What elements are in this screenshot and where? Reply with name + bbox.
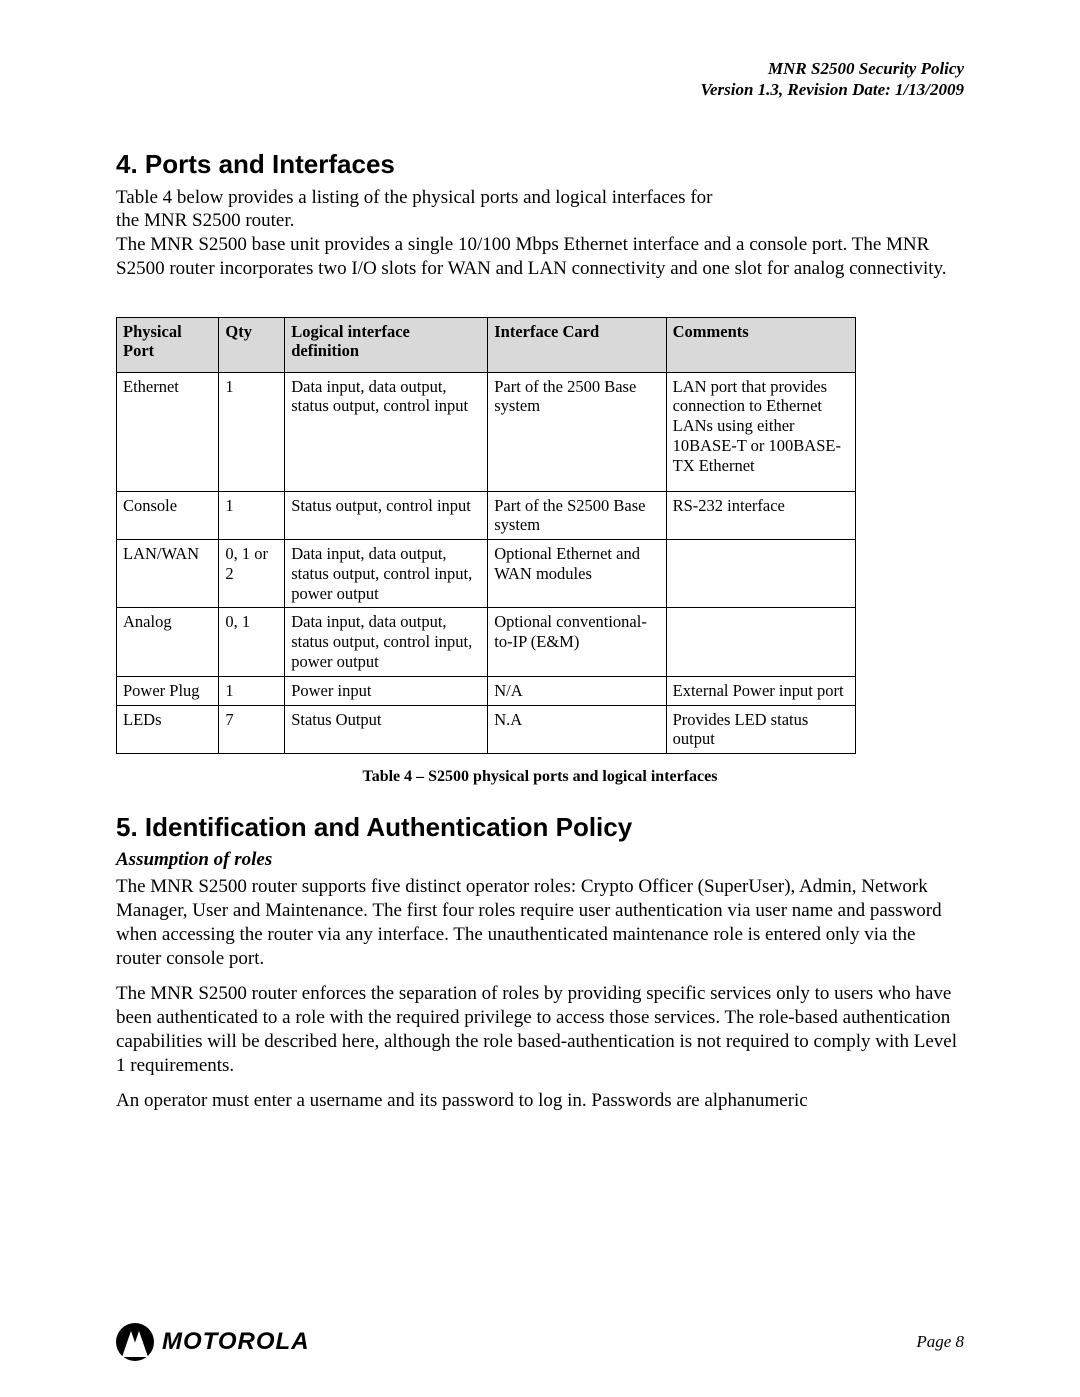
brand-logo: MOTOROLA: [116, 1323, 310, 1361]
cell-comments: LAN port that provides connection to Eth…: [666, 372, 855, 491]
document-page: MNR S2500 Security Policy Version 1.3, R…: [0, 0, 1080, 1397]
table-4-wrap: Physical Port Qty Logical interface defi…: [116, 317, 964, 787]
th-logical-interface: Logical interface definition: [285, 317, 488, 372]
doc-version: Version 1.3, Revision Date: 1/13/2009: [116, 79, 964, 100]
th-qty: Qty: [219, 317, 285, 372]
cell-qty: 1: [219, 676, 285, 705]
cell-qty: 1: [219, 372, 285, 491]
section-4-para-1-line-2: the MNR S2500 router.: [116, 209, 964, 233]
page-header: MNR S2500 Security Policy Version 1.3, R…: [116, 58, 964, 101]
cell-qty: 7: [219, 705, 285, 754]
section-5-para-3: An operator must enter a username and it…: [116, 1089, 964, 1113]
cell-logic: Power input: [285, 676, 488, 705]
cell-logic: Data input, data output, status output, …: [285, 540, 488, 608]
section-5-heading: 5. Identification and Authentication Pol…: [116, 812, 964, 843]
cell-port: Console: [117, 491, 219, 540]
cell-logic: Status output, control input: [285, 491, 488, 540]
table-4-caption: Table 4 – S2500 physical ports and logic…: [116, 768, 964, 786]
table-header-row: Physical Port Qty Logical interface defi…: [117, 317, 856, 372]
cell-port: LAN/WAN: [117, 540, 219, 608]
cell-port: LEDs: [117, 705, 219, 754]
motorola-logo-icon: [116, 1323, 154, 1361]
section-4-heading: 4. Ports and Interfaces: [116, 149, 964, 180]
cell-ifcard: Optional conventional-to-IP (E&M): [488, 608, 666, 676]
table-row: Analog 0, 1 Data input, data output, sta…: [117, 608, 856, 676]
ports-table: Physical Port Qty Logical interface defi…: [116, 317, 856, 755]
th-interface-card: Interface Card: [488, 317, 666, 372]
cell-comments: External Power input port: [666, 676, 855, 705]
table-row: LEDs 7 Status Output N.A Provides LED st…: [117, 705, 856, 754]
cell-port: Power Plug: [117, 676, 219, 705]
section-4-para-2: The MNR S2500 base unit provides a singl…: [116, 233, 964, 281]
cell-ifcard: Part of the 2500 Base system: [488, 372, 666, 491]
cell-qty: 1: [219, 491, 285, 540]
cell-logic: Status Output: [285, 705, 488, 754]
table-row: Ethernet 1 Data input, data output, stat…: [117, 372, 856, 491]
cell-ifcard: N/A: [488, 676, 666, 705]
cell-ifcard: Optional Ethernet and WAN modules: [488, 540, 666, 608]
page-number: Page 8: [916, 1332, 964, 1352]
table-row: LAN/WAN 0, 1 or 2 Data input, data outpu…: [117, 540, 856, 608]
cell-ifcard: Part of the S2500 Base system: [488, 491, 666, 540]
th-physical-port: Physical Port: [117, 317, 219, 372]
th-comments: Comments: [666, 317, 855, 372]
cell-port: Analog: [117, 608, 219, 676]
brand-name: MOTOROLA: [162, 1328, 310, 1356]
doc-title: MNR S2500 Security Policy: [116, 58, 964, 79]
section-5-subhead: Assumption of roles: [116, 849, 964, 871]
cell-ifcard: N.A: [488, 705, 666, 754]
cell-port: Ethernet: [117, 372, 219, 491]
cell-logic: Data input, data output, status output, …: [285, 608, 488, 676]
cell-comments: [666, 608, 855, 676]
cell-comments: [666, 540, 855, 608]
cell-comments: RS-232 interface: [666, 491, 855, 540]
section-4-para-1-line-1: Table 4 below provides a listing of the …: [116, 186, 964, 210]
table-row: Power Plug 1 Power input N/A External Po…: [117, 676, 856, 705]
section-5-para-1: The MNR S2500 router supports five disti…: [116, 875, 964, 970]
page-footer: MOTOROLA Page 8: [116, 1323, 964, 1361]
section-5-para-2: The MNR S2500 router enforces the separa…: [116, 982, 964, 1077]
cell-qty: 0, 1 or 2: [219, 540, 285, 608]
cell-comments: Provides LED status output: [666, 705, 855, 754]
cell-logic: Data input, data output, status output, …: [285, 372, 488, 491]
cell-qty: 0, 1: [219, 608, 285, 676]
table-row: Console 1 Status output, control input P…: [117, 491, 856, 540]
